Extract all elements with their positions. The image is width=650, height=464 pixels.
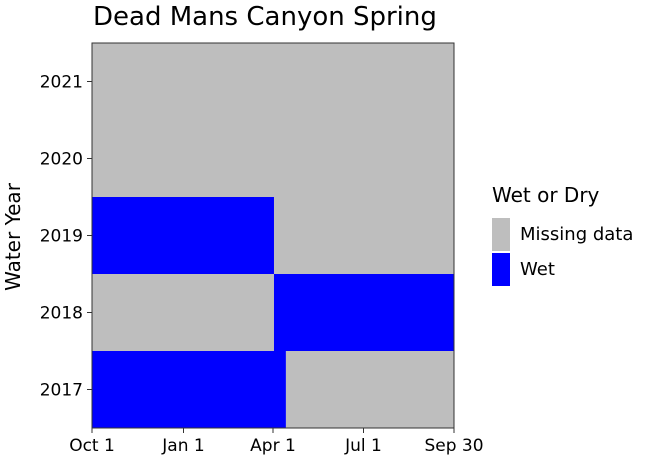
- legend-item-wet: Wet: [492, 252, 633, 287]
- y-tick-label: 2020: [40, 150, 83, 170]
- y-axis-title: Water Year: [1, 182, 25, 291]
- heatmap-cell-2021-missing-data: [92, 43, 454, 120]
- legend-swatch-missing-data: [492, 218, 510, 251]
- y-tick-label: 2021: [40, 73, 83, 93]
- heatmap-cell-2017-missing-data: [285, 351, 454, 428]
- legend: Wet or Dry Missing data Wet: [492, 183, 633, 287]
- x-tick-label: Sep 30: [424, 436, 483, 456]
- x-tick-label: Apr 1: [250, 436, 296, 456]
- heatmap-cell-2019-wet: [92, 197, 274, 274]
- y-axis: 2017 2018 2019 2020 2021: [40, 73, 92, 401]
- y-tick-label: 2018: [40, 304, 83, 324]
- legend-item-missing-data: Missing data: [492, 217, 633, 252]
- y-tick-label: 2019: [40, 227, 83, 247]
- legend-swatch-wet: [492, 253, 510, 286]
- heatmap-cell-2020-missing-data: [92, 120, 454, 197]
- legend-label-missing-data: Missing data: [520, 224, 634, 245]
- heatmap-cell-2018-missing-data: [92, 274, 274, 351]
- heatmap-cell-2017-wet: [92, 351, 286, 428]
- heatmap-cell-2018-wet: [273, 274, 454, 351]
- x-axis: Oct 1 Jan 1 Apr 1 Jul 1 Sep 30: [69, 428, 484, 456]
- legend-title: Wet or Dry: [492, 183, 600, 207]
- chart-title: Dead Mans Canyon Spring: [93, 2, 437, 32]
- x-tick-label: Jan 1: [161, 436, 204, 456]
- plot-area: [92, 43, 454, 428]
- heatmap-cell-2019-missing-data: [273, 197, 454, 274]
- x-tick-label: Oct 1: [69, 436, 115, 456]
- x-tick-label: Jul 1: [344, 436, 382, 456]
- legend-label-wet: Wet: [520, 259, 555, 280]
- y-tick-label: 2017: [40, 381, 83, 401]
